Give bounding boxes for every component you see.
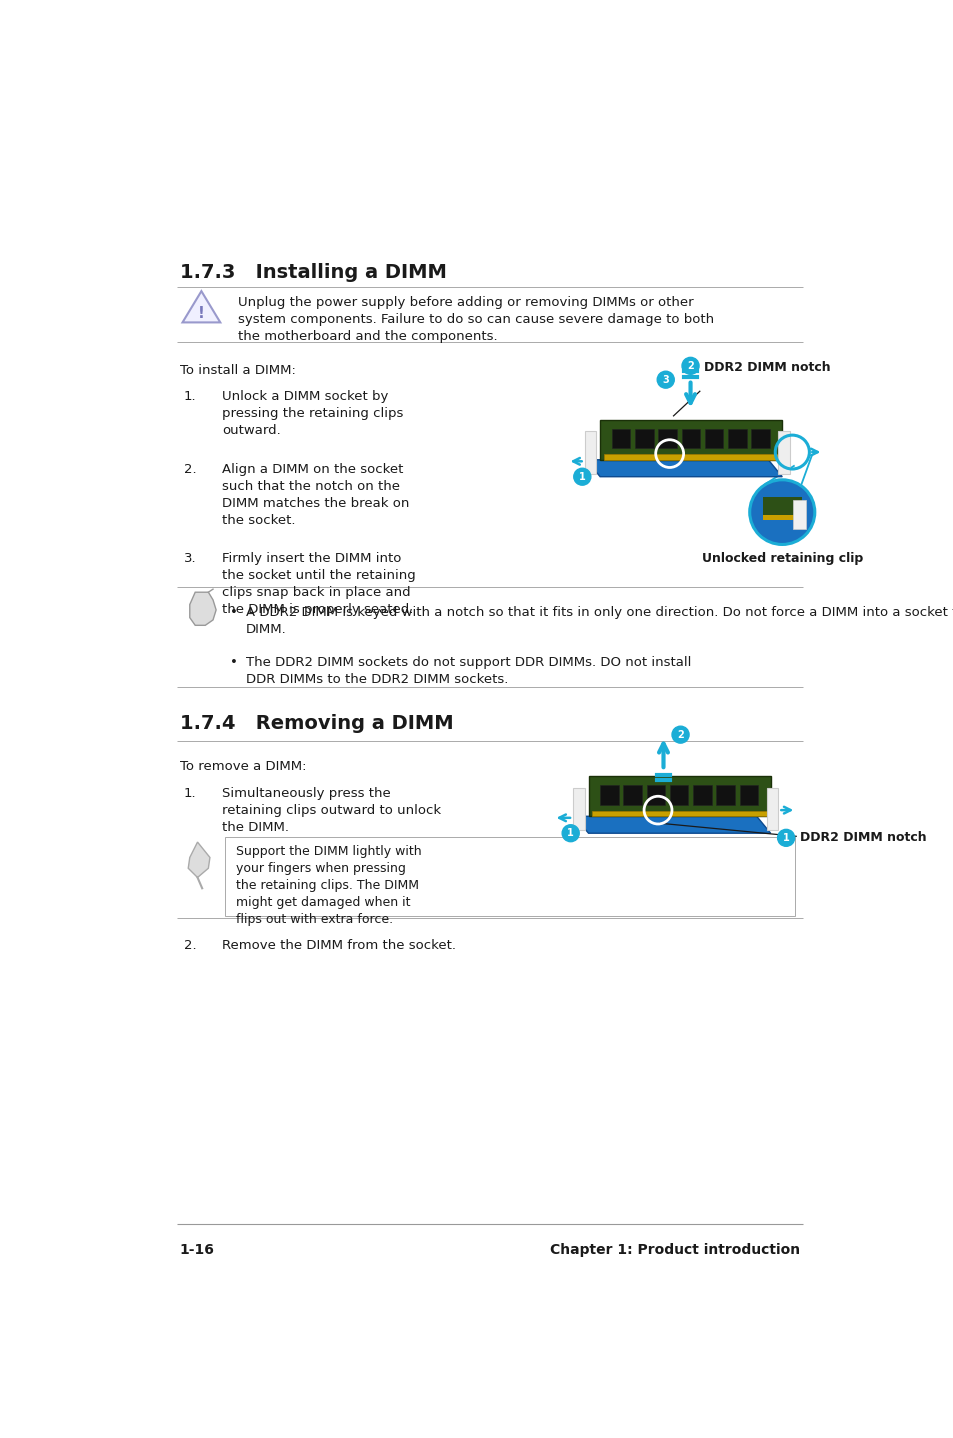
Polygon shape bbox=[603, 454, 778, 460]
Text: 2.: 2. bbox=[183, 939, 196, 952]
Text: flips out with extra force.: flips out with extra force. bbox=[235, 913, 393, 926]
Text: clips snap back in place and: clips snap back in place and bbox=[222, 587, 411, 600]
Polygon shape bbox=[190, 592, 216, 626]
Polygon shape bbox=[588, 777, 770, 817]
Bar bbox=[680, 429, 700, 449]
Text: the socket until the retaining: the socket until the retaining bbox=[222, 569, 416, 582]
Bar bbox=[622, 785, 641, 805]
Bar bbox=[599, 785, 618, 805]
Text: Chapter 1: Product introduction: Chapter 1: Product introduction bbox=[550, 1242, 800, 1257]
Circle shape bbox=[777, 830, 794, 847]
Text: the DIMM is properly seated.: the DIMM is properly seated. bbox=[222, 603, 414, 615]
Text: 2: 2 bbox=[686, 361, 693, 371]
Bar bbox=[792, 500, 804, 529]
Text: DIMM matches the break on: DIMM matches the break on bbox=[222, 496, 409, 509]
Text: To remove a DIMM:: To remove a DIMM: bbox=[179, 761, 306, 774]
Text: Firmly insert the DIMM into: Firmly insert the DIMM into bbox=[222, 552, 401, 565]
Text: the motherboard and the components.: the motherboard and the components. bbox=[237, 329, 497, 342]
Text: 1-16: 1-16 bbox=[179, 1242, 214, 1257]
Text: 3: 3 bbox=[661, 375, 668, 385]
Text: The DDR2 DIMM sockets do not support DDR DIMMs. DO not install: The DDR2 DIMM sockets do not support DDR… bbox=[245, 656, 690, 669]
Polygon shape bbox=[592, 811, 766, 817]
Text: 2: 2 bbox=[677, 729, 683, 739]
Polygon shape bbox=[599, 420, 781, 460]
Text: Unlocked retaining clip: Unlocked retaining clip bbox=[700, 552, 862, 565]
Circle shape bbox=[681, 358, 699, 374]
Text: 1.: 1. bbox=[183, 787, 196, 800]
Text: A DDR2 DIMM is keyed with a notch so that it fits in only one direction. Do not : A DDR2 DIMM is keyed with a notch so tha… bbox=[245, 605, 953, 620]
Circle shape bbox=[671, 726, 688, 743]
Bar bbox=[658, 429, 676, 449]
Bar bbox=[693, 785, 711, 805]
Polygon shape bbox=[182, 290, 220, 322]
Text: outward.: outward. bbox=[222, 424, 281, 437]
Text: Support the DIMM lightly with: Support the DIMM lightly with bbox=[235, 844, 420, 858]
Bar bbox=[766, 788, 778, 830]
Bar bbox=[750, 429, 769, 449]
Text: pressing the retaining clips: pressing the retaining clips bbox=[222, 407, 403, 420]
Text: 1.7.3   Installing a DIMM: 1.7.3 Installing a DIMM bbox=[179, 263, 446, 282]
Text: DDR DIMMs to the DDR2 DIMM sockets.: DDR DIMMs to the DDR2 DIMM sockets. bbox=[245, 673, 507, 686]
Text: 1: 1 bbox=[567, 828, 574, 838]
Text: Remove the DIMM from the socket.: Remove the DIMM from the socket. bbox=[222, 939, 456, 952]
Text: the DIMM.: the DIMM. bbox=[222, 821, 289, 834]
Bar bbox=[778, 431, 789, 473]
Text: DIMM.: DIMM. bbox=[245, 623, 286, 636]
Text: Align a DIMM on the socket: Align a DIMM on the socket bbox=[222, 463, 403, 476]
Circle shape bbox=[573, 469, 590, 485]
Bar bbox=[646, 785, 664, 805]
Bar bbox=[762, 496, 801, 519]
Text: 1: 1 bbox=[578, 472, 585, 482]
Bar bbox=[739, 785, 758, 805]
Text: your fingers when pressing: your fingers when pressing bbox=[235, 861, 405, 874]
Circle shape bbox=[749, 480, 814, 545]
Bar bbox=[727, 429, 746, 449]
Text: 2.: 2. bbox=[183, 463, 196, 476]
Text: DDR2 DIMM notch: DDR2 DIMM notch bbox=[703, 361, 830, 374]
Text: the socket.: the socket. bbox=[222, 513, 295, 526]
Text: system components. Failure to do so can cause severe damage to both: system components. Failure to do so can … bbox=[237, 312, 713, 325]
Bar bbox=[762, 519, 801, 533]
Text: 1: 1 bbox=[782, 833, 789, 843]
Text: To install a DIMM:: To install a DIMM: bbox=[179, 364, 295, 377]
Bar bbox=[716, 785, 734, 805]
Text: !: ! bbox=[198, 306, 205, 321]
Circle shape bbox=[657, 371, 674, 388]
Text: •: • bbox=[230, 656, 237, 669]
Bar bbox=[762, 515, 801, 519]
Text: 1.: 1. bbox=[183, 391, 196, 404]
Text: •: • bbox=[230, 605, 237, 620]
Text: Unplug the power supply before adding or removing DIMMs or other: Unplug the power supply before adding or… bbox=[237, 296, 693, 309]
Text: the retaining clips. The DIMM: the retaining clips. The DIMM bbox=[235, 879, 418, 892]
Bar bbox=[635, 429, 653, 449]
Text: 1.7.4   Removing a DIMM: 1.7.4 Removing a DIMM bbox=[179, 713, 453, 733]
Bar bbox=[611, 429, 630, 449]
Text: such that the notch on the: such that the notch on the bbox=[222, 480, 400, 493]
Bar bbox=[584, 431, 596, 473]
Polygon shape bbox=[585, 460, 781, 477]
Text: retaining clips outward to unlock: retaining clips outward to unlock bbox=[222, 804, 441, 817]
Text: Unlock a DIMM socket by: Unlock a DIMM socket by bbox=[222, 391, 388, 404]
Polygon shape bbox=[574, 817, 770, 833]
Bar bbox=[573, 788, 584, 830]
Text: 3.: 3. bbox=[183, 552, 196, 565]
Text: might get damaged when it: might get damaged when it bbox=[235, 896, 410, 909]
Text: Simultaneously press the: Simultaneously press the bbox=[222, 787, 391, 800]
Bar bbox=[704, 429, 722, 449]
Text: DDR2 DIMM notch: DDR2 DIMM notch bbox=[800, 831, 925, 844]
Polygon shape bbox=[188, 843, 210, 877]
Bar bbox=[669, 785, 688, 805]
Circle shape bbox=[561, 825, 578, 841]
FancyBboxPatch shape bbox=[224, 837, 794, 916]
